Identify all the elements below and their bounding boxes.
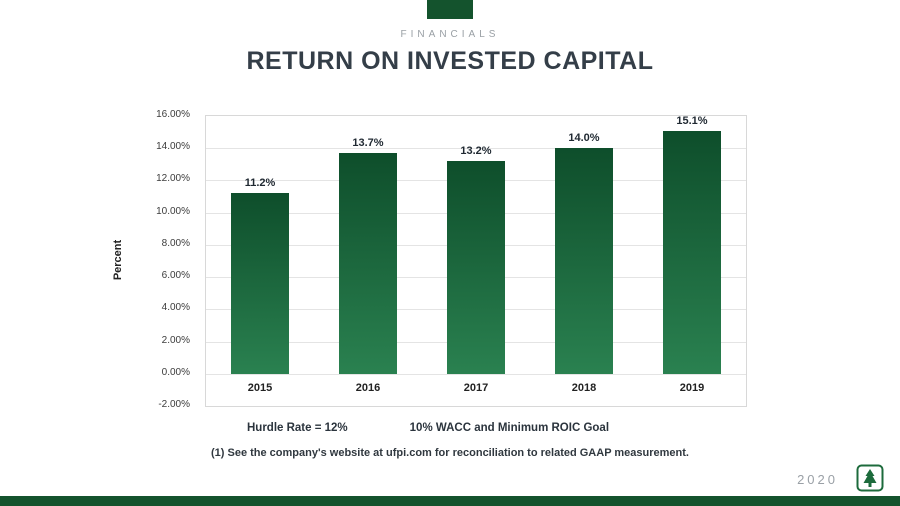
bar-2017 <box>447 161 505 374</box>
grid-line <box>206 373 746 375</box>
y-tick-label: 4.00% <box>161 302 190 314</box>
slide-bottom-band <box>0 496 900 506</box>
bar-value-label: 14.0% <box>568 132 600 145</box>
wacc-goal-note: 10% WACC and Minimum ROIC Goal <box>409 422 610 434</box>
y-tick-label: 14.00% <box>156 141 190 153</box>
bar-2019 <box>663 130 721 374</box>
chart-annotations: Hurdle Rate = 12% 10% WACC and Minimum R… <box>0 422 878 434</box>
y-axis-labels: 16.00% 14.00% 12.00% 10.00% 8.00% 6.00% 4.00% 2… <box>118 109 198 410</box>
grid-line <box>206 148 746 150</box>
plot-area: 11.2% 2015 13.7% 2016 13.2% 2017 14.0% 2018 15.1… <box>205 115 747 407</box>
y-tick-label: 2.00% <box>161 334 190 346</box>
x-tick-label: 2017 <box>463 381 489 394</box>
bar-2016 <box>339 153 397 374</box>
section-kicker: FINANCIALS <box>400 29 500 40</box>
bar-value-label: 15.1% <box>676 114 708 127</box>
bar-value-label: 13.2% <box>460 145 492 158</box>
x-tick-label: 2018 <box>571 381 597 394</box>
y-tick-label: 8.00% <box>161 237 190 249</box>
year-badge: 2020 <box>797 472 838 487</box>
page-title: RETURN ON INVESTED CAPITAL <box>246 47 654 75</box>
y-tick-label: 0.00% <box>161 366 190 378</box>
bar-value-label: 11.2% <box>244 177 276 190</box>
evergreen-tree-in-square-icon <box>856 464 884 492</box>
x-tick-label: 2019 <box>679 381 705 394</box>
y-tick-label: 10.00% <box>156 205 190 217</box>
hurdle-rate-note: Hurdle Rate = 12% <box>246 422 348 434</box>
slide-accent-block <box>427 0 473 19</box>
bar-2015 <box>231 193 289 374</box>
x-tick-label: 2016 <box>355 381 381 394</box>
footnote: (1) See the company's website at ufpi.co… <box>211 447 689 459</box>
y-tick-label: 6.00% <box>161 270 190 282</box>
bar-2018 <box>555 148 613 374</box>
bar-value-label: 13.7% <box>352 137 384 150</box>
x-tick-label: 2015 <box>247 381 273 394</box>
y-tick-label: -2.00% <box>158 399 190 410</box>
y-tick-label: 16.00% <box>156 109 190 120</box>
y-tick-label: 12.00% <box>156 173 190 185</box>
